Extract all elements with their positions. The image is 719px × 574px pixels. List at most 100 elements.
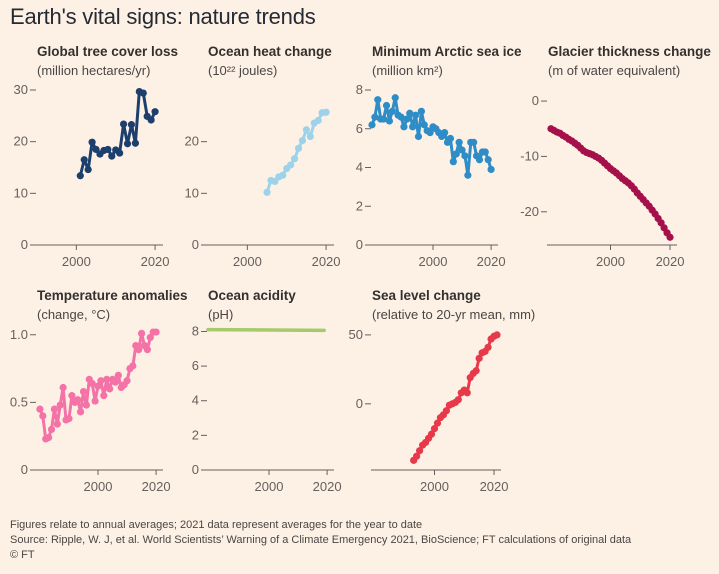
data-point — [306, 132, 314, 141]
data-point — [147, 116, 155, 124]
data-point — [446, 134, 455, 143]
y-tick-label: 4 — [356, 160, 363, 175]
data-point — [45, 433, 53, 442]
data-point — [80, 156, 88, 164]
data-point — [137, 329, 146, 338]
y-tick-label: 20 — [185, 134, 199, 149]
y-tick-label: 8 — [356, 82, 363, 97]
chart-svg: 0 2 4 6 8 2000 2020 — [356, 82, 506, 269]
x-tick-label: 2000 — [419, 254, 448, 269]
data-point — [464, 171, 472, 179]
chart-title: Temperature anomalies — [37, 288, 188, 303]
page-title: Earth's vital signs: nature trends — [10, 4, 316, 29]
chart-title: Ocean heat change — [208, 44, 332, 59]
data-point — [493, 331, 501, 339]
y-tick-label: 0 — [192, 237, 199, 252]
data-point — [388, 107, 396, 115]
data-point — [84, 165, 92, 174]
data-point — [135, 346, 143, 354]
y-tick-label: 0 — [356, 237, 363, 252]
data-point — [91, 397, 99, 405]
data-point — [79, 387, 88, 396]
data-point — [314, 116, 322, 125]
data-point — [391, 94, 399, 102]
data-point — [397, 113, 405, 121]
data-point — [290, 155, 299, 163]
data-point — [123, 140, 132, 148]
data-point — [97, 377, 105, 385]
data-point — [263, 188, 271, 196]
data-point — [94, 382, 102, 390]
data-point — [106, 385, 114, 393]
x-tick-label: 2000 — [420, 479, 449, 494]
y-tick-label: 0 — [532, 93, 539, 108]
data-point — [409, 123, 417, 131]
chart-svg: 0 10 20 30 2000 2020 — [14, 82, 170, 269]
x-tick-label: 2000 — [255, 479, 284, 494]
x-tick-label: 2000 — [84, 479, 113, 494]
chart-subtitle: (million hectares/yr) — [37, 63, 151, 78]
data-point — [461, 152, 469, 160]
chart-svg: 0 -10 -20 2000 2020 — [520, 93, 685, 269]
x-tick-label: 2020 — [141, 254, 170, 269]
data-point — [426, 129, 434, 137]
data-point — [475, 156, 484, 164]
data-point — [484, 156, 492, 164]
series-line — [78, 90, 157, 178]
chart-title: Minimum Arctic sea ice — [372, 44, 522, 59]
data-point — [371, 113, 379, 121]
data-point — [403, 115, 411, 123]
data-point — [298, 137, 307, 145]
y-tick-label: 8 — [192, 323, 199, 338]
data-point — [382, 101, 391, 110]
data-point — [470, 138, 478, 146]
data-point — [287, 161, 295, 169]
y-tick-label: 4 — [192, 393, 199, 408]
data-point — [452, 150, 460, 158]
chart-svg: 0 50 2000 2020 — [349, 327, 509, 494]
data-point — [322, 108, 330, 116]
chart-subtitle: (pH) — [208, 307, 234, 322]
x-tick-label: 2020 — [656, 254, 685, 269]
data-point — [146, 333, 154, 342]
footer-note: Figures relate to annual averages; 2021 … — [10, 519, 423, 531]
chart-title: Sea level change — [372, 288, 481, 303]
data-point — [36, 405, 44, 413]
data-point — [103, 375, 111, 383]
x-tick-label: 2000 — [62, 254, 91, 269]
data-point — [433, 419, 442, 427]
data-point — [88, 379, 96, 388]
y-tick-label: 10 — [14, 185, 28, 200]
y-tick-label: 50 — [349, 327, 363, 342]
y-tick-label: -10 — [520, 148, 539, 163]
data-point — [411, 111, 420, 119]
data-point — [114, 371, 122, 379]
x-tick-label: 2020 — [477, 254, 506, 269]
x-tick-label: 2000 — [233, 254, 262, 269]
data-point — [39, 412, 47, 420]
data-point — [139, 89, 147, 97]
data-point — [59, 383, 67, 392]
series-line — [206, 327, 326, 333]
x-tick-label: 2020 — [480, 479, 509, 494]
data-point — [666, 233, 674, 241]
y-tick-label: 1.0 — [10, 327, 28, 342]
x-tick-label: 2020 — [312, 254, 341, 269]
chart-svg: 0 0.5 1.0 2000 2020 — [10, 327, 171, 494]
data-point — [455, 138, 463, 146]
y-tick-label: 0.5 — [10, 394, 28, 409]
x-tick-label: 2000 — [596, 254, 625, 269]
data-point — [430, 425, 439, 433]
y-tick-label: 30 — [14, 82, 28, 97]
y-tick-label: 2 — [356, 198, 363, 213]
data-point — [74, 396, 82, 404]
data-point — [50, 405, 59, 413]
chart-subtitle: (10²² joules) — [208, 63, 278, 78]
y-tick-label: 0 — [21, 462, 28, 477]
data-point — [88, 138, 96, 146]
data-point — [127, 121, 136, 129]
data-point — [416, 447, 424, 455]
data-point — [294, 144, 303, 152]
data-point — [442, 407, 451, 415]
chart-title: Glacier thickness change — [548, 44, 711, 59]
